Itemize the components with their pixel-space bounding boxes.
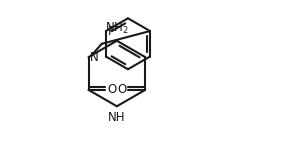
Text: NH$_2$: NH$_2$ <box>105 21 129 36</box>
Text: O: O <box>117 83 126 96</box>
Text: NH: NH <box>108 111 126 123</box>
Text: O: O <box>107 83 117 96</box>
Text: N: N <box>90 51 99 64</box>
Text: F: F <box>108 25 115 37</box>
